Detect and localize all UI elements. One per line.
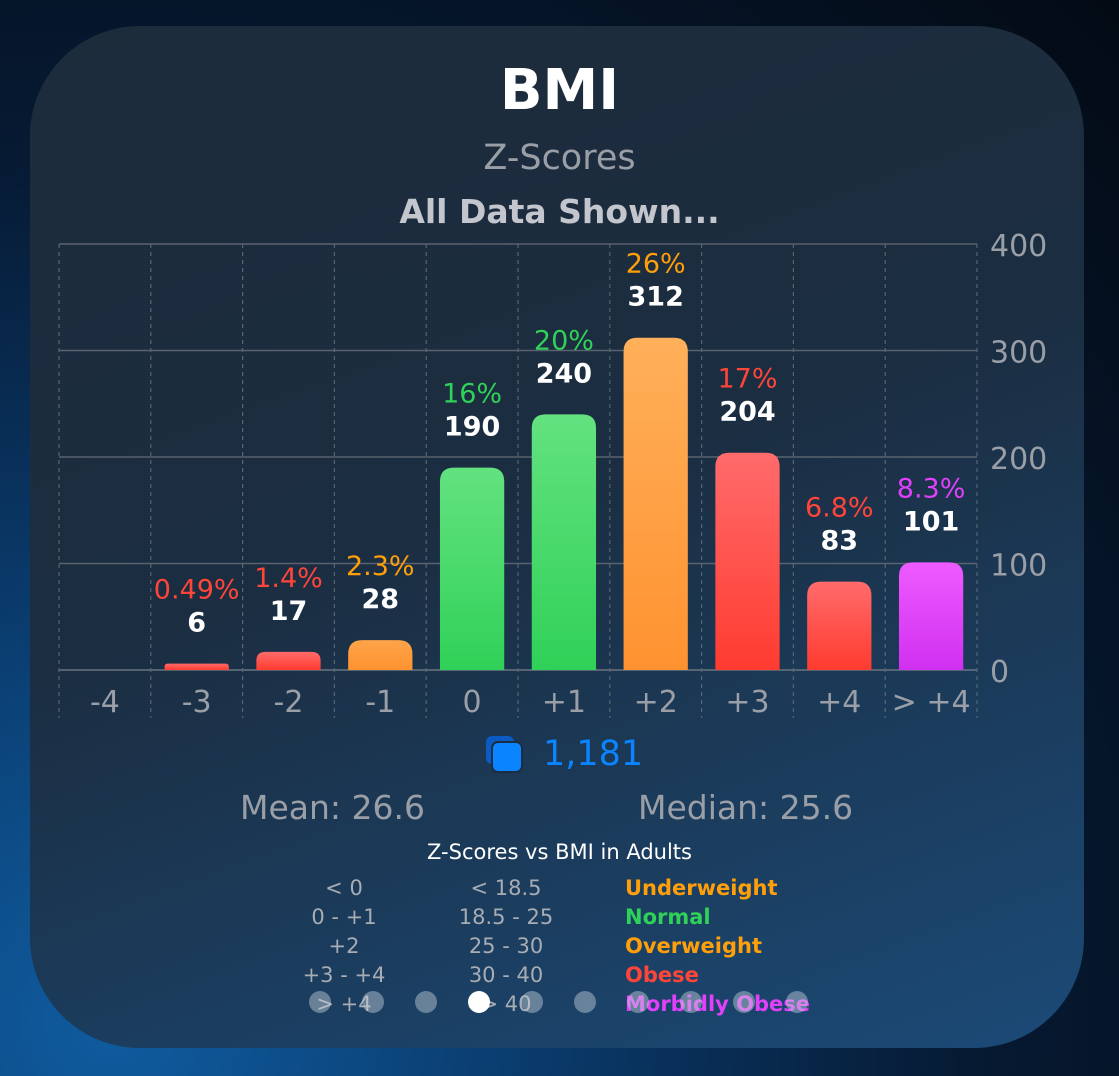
page-dot[interactable] [733,991,755,1013]
bars [164,337,964,670]
percent-label: 26% [626,249,686,280]
table-class: Underweight [625,876,778,900]
percent-label: 1.4% [254,563,323,594]
count-label: 6 [187,608,206,639]
bar-5 [531,414,597,670]
reference-table-title: Z-Scores vs BMI in Adults [427,840,692,864]
x-tick-label: +2 [634,685,678,720]
y-tick-label: 200 [990,442,1047,477]
count-label: 17 [270,596,308,627]
y-tick-label: 100 [990,549,1047,584]
x-tick-label: 0 [463,685,482,720]
x-tick-label: +4 [817,685,861,720]
table-zscore: +2 [328,934,360,958]
table-zscore: < 0 [325,876,363,900]
bar-1 [164,663,229,670]
total-count: 1,181 [543,734,644,774]
data-filter-note[interactable]: All Data Shown... [399,192,720,231]
y-tick-label: 300 [990,336,1047,371]
x-tick-label: +3 [725,685,769,720]
page-dot[interactable] [309,991,331,1013]
y-tick-label: 0 [990,655,1009,690]
chart-subtitle: Z-Scores [483,138,636,178]
bar-4 [439,467,505,670]
bar-9 [898,562,964,670]
bar-7 [715,452,780,670]
x-tick-label: -3 [182,685,212,720]
axis-labels: 0 100 200 300 400 -4 -3 -2 -1 0 +1 +2 +3 +4 > +4 [90,229,1047,720]
bar-2 [256,651,321,670]
table-class: Overweight [625,934,763,958]
percent-label: 0.49% [154,575,240,606]
page-dot[interactable] [362,991,384,1013]
count-label: 101 [903,506,959,537]
x-tick-label: -1 [365,685,395,720]
table-zscore: 0 - +1 [311,905,377,929]
table-zscore: +3 - +4 [302,963,386,987]
mean-value: Mean: 26.6 [240,788,425,827]
bar-3 [348,640,413,670]
page-dot[interactable] [680,991,702,1013]
page-dot[interactable] [627,991,649,1013]
table-bmi: > 40 [480,992,532,1016]
table-class: Obese [625,963,699,987]
page-dot[interactable] [415,991,437,1013]
data-labels: 60.49%171.4%282.3%19016%24020%31226%2041… [154,249,966,639]
count-label: 240 [536,358,592,389]
stacked-squares-icon [486,736,523,773]
count-label: 190 [444,412,500,443]
page-dot[interactable] [786,991,808,1013]
table-bmi: 30 - 40 [468,963,544,987]
x-tick-label: +1 [542,685,586,720]
percent-label: 2.3% [346,551,415,582]
median-value: Median: 25.6 [638,788,854,827]
x-tick-label: > +4 [892,685,971,720]
chart-title: BMI [499,58,620,123]
percent-label: 16% [442,379,502,410]
percent-label: 8.3% [897,473,966,504]
page-dot[interactable] [521,991,543,1013]
x-tick-label: -4 [90,685,120,720]
table-bmi: 25 - 30 [468,934,544,958]
table-bmi: < 18.5 [470,876,542,900]
y-tick-label: 400 [990,229,1047,264]
x-tick-label: -2 [274,685,304,720]
table-bmi: 18.5 - 25 [458,905,554,929]
count-label: 204 [719,397,775,428]
table-class: Normal [625,905,711,929]
count-label: 28 [362,584,400,615]
percent-label: 20% [534,325,594,356]
bar-8 [807,581,872,670]
table-zscore: > +4 [316,992,372,1016]
percent-label: 17% [717,364,777,395]
page-dot[interactable] [574,991,596,1013]
page-dot[interactable] [468,991,490,1013]
count-label: 83 [821,526,859,557]
bar-6 [623,337,688,670]
count-label: 312 [628,282,684,313]
table-class: Morbidly Obese [625,992,811,1016]
percent-label: 6.8% [805,493,874,524]
